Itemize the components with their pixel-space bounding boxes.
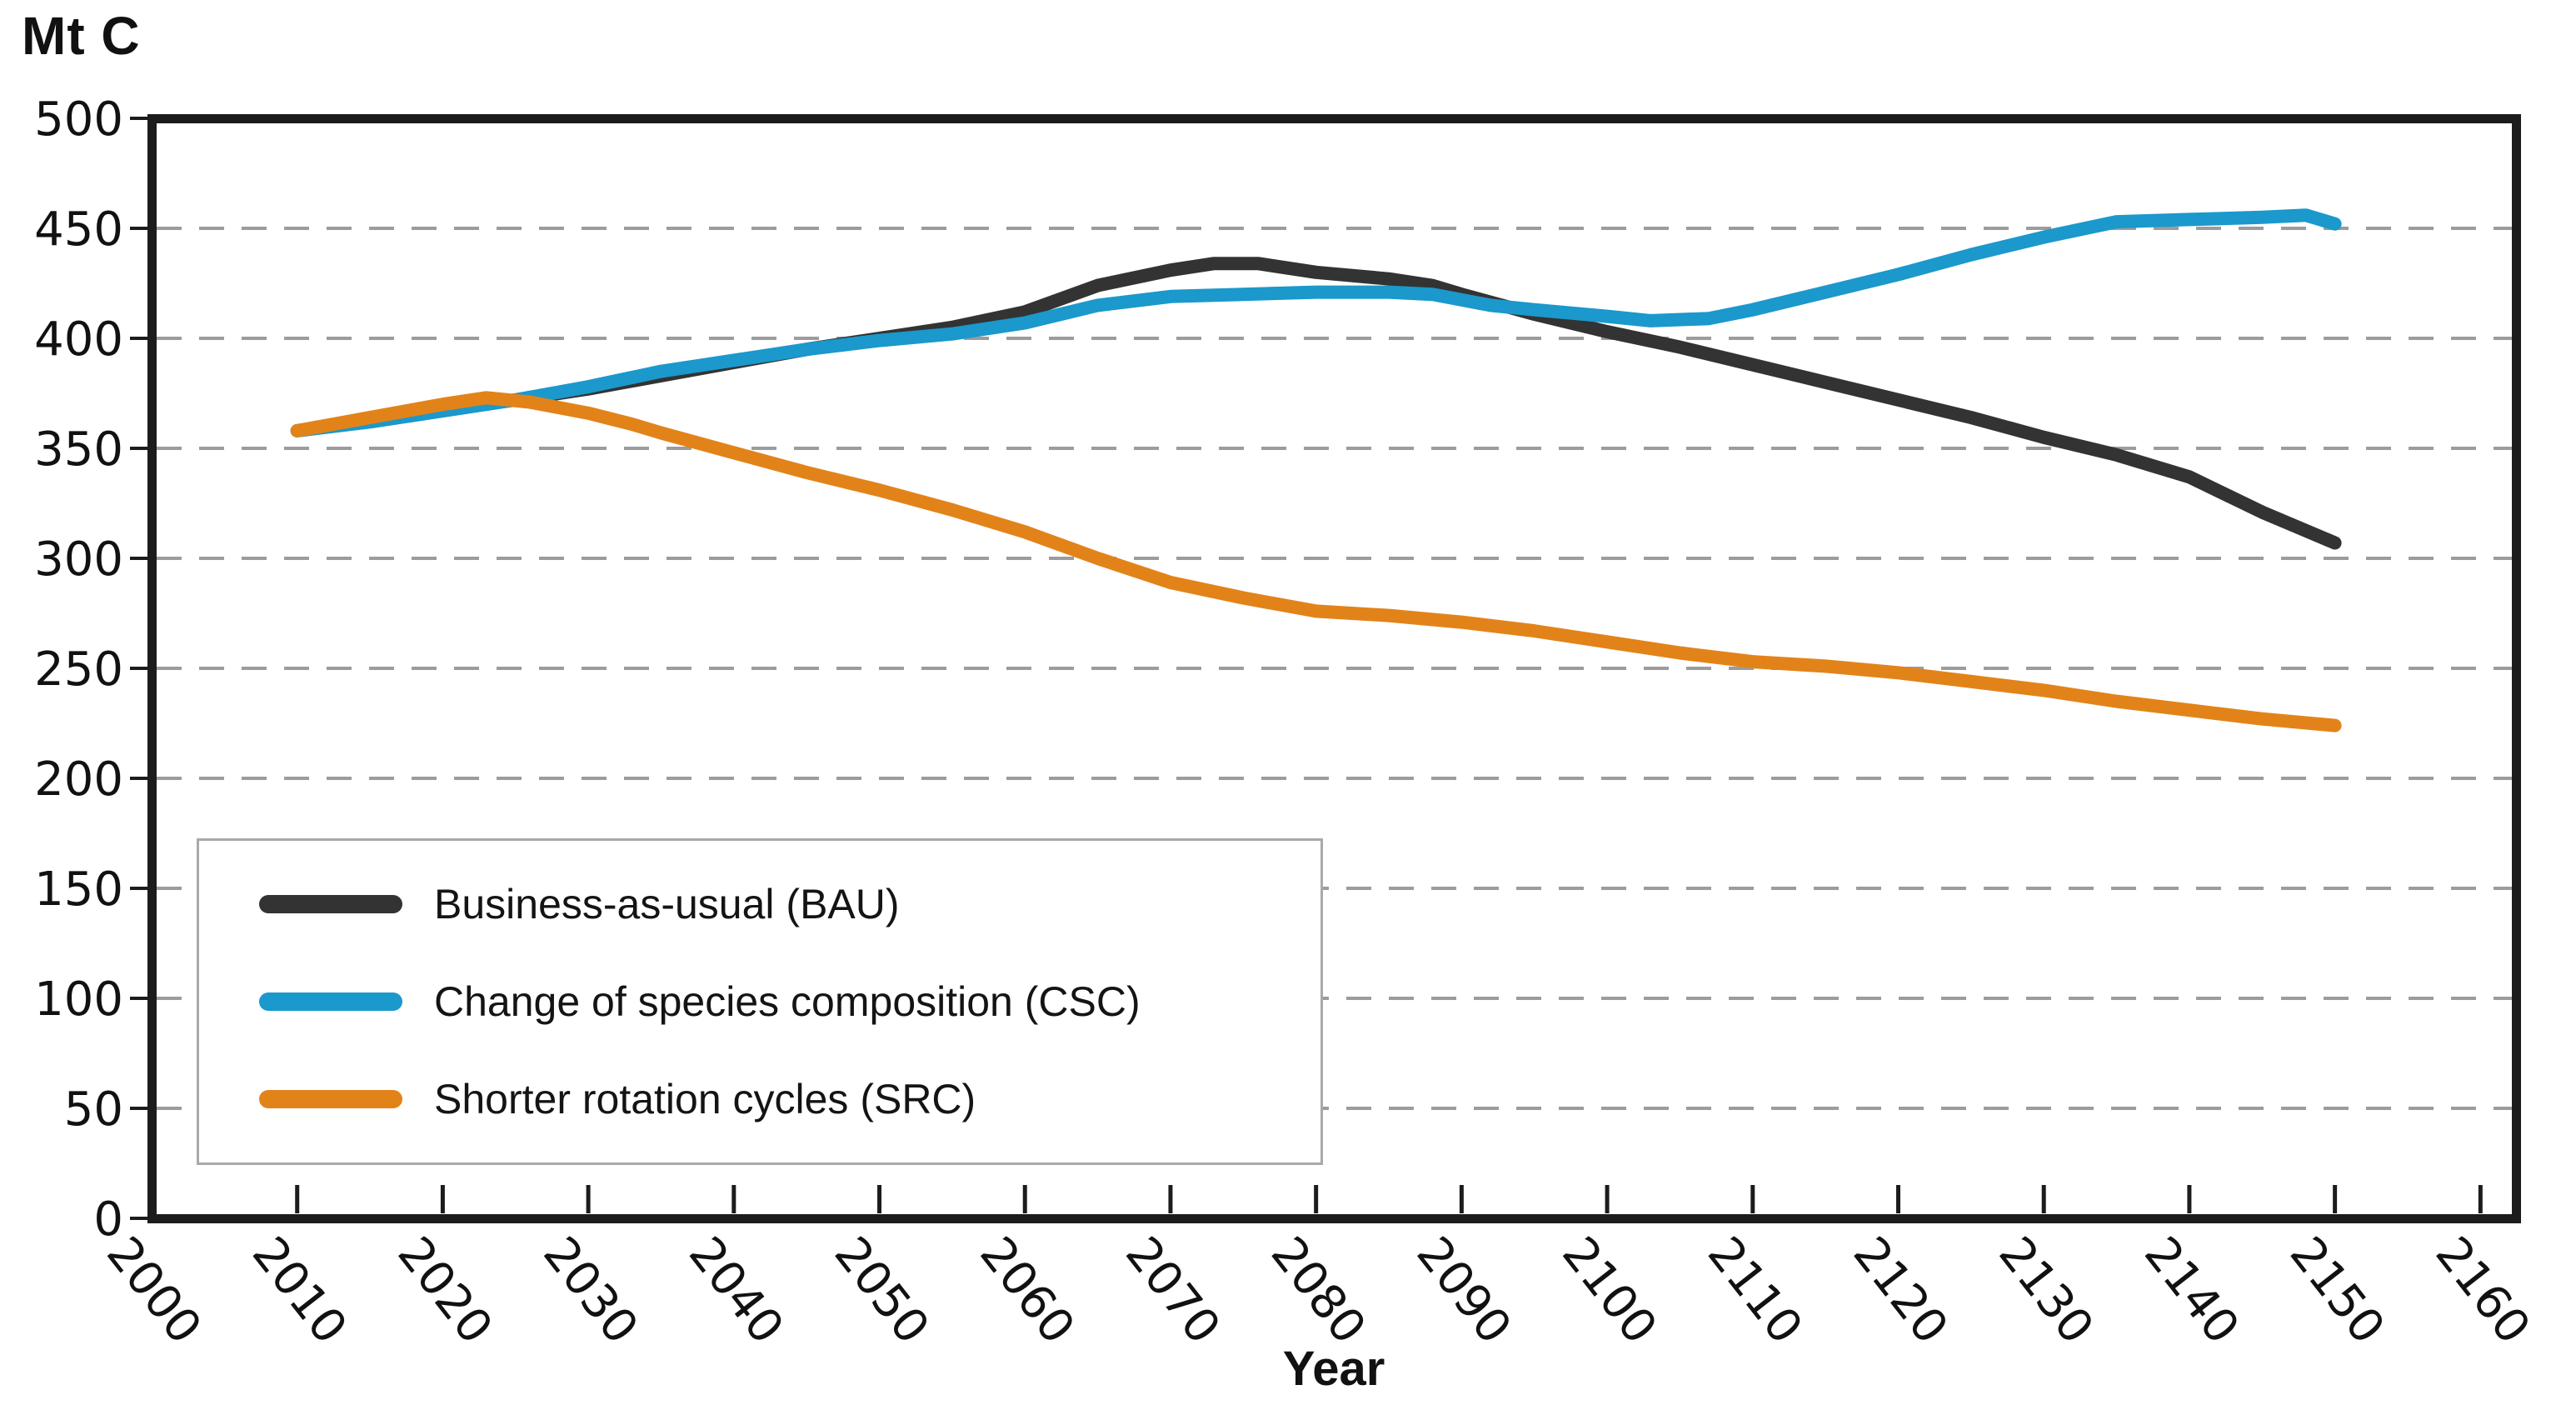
legend-item-bau: Business-as-usual (BAU) xyxy=(199,880,1320,928)
x-axis-title: Year xyxy=(1283,1342,1385,1396)
legend-swatch-bau xyxy=(259,895,402,914)
series-line-bau xyxy=(290,257,2342,550)
x-tick-label: 2060 xyxy=(969,1227,1085,1353)
y-axis-unit-label: Mt C xyxy=(22,6,141,66)
legend-label-bau: Business-as-usual (BAU) xyxy=(434,881,900,928)
y-tick-label: 500 xyxy=(34,92,123,147)
y-tick-label: 50 xyxy=(64,1082,123,1137)
legend-label-src: Shorter rotation cycles (SRC) xyxy=(434,1075,976,1122)
series-layer xyxy=(290,208,2342,732)
plot-border xyxy=(147,114,2521,1223)
y-tick-label: 400 xyxy=(34,312,123,367)
x-tick-label: 2070 xyxy=(1115,1227,1231,1353)
y-tick-label: 200 xyxy=(34,752,123,807)
legend-item-csc: Change of species composition (CSC) xyxy=(199,978,1320,1026)
legend-label-csc: Change of species composition (CSC) xyxy=(434,978,1141,1025)
x-tick-label: 2010 xyxy=(242,1227,357,1353)
x-tick-label: 2030 xyxy=(532,1227,648,1353)
x-tick-label: 2140 xyxy=(2134,1227,2249,1353)
x-tick-label: 2050 xyxy=(824,1227,940,1353)
y-tick-label: 0 xyxy=(93,1192,123,1247)
legend-item-src: Shorter rotation cycles (SRC) xyxy=(199,1075,1320,1123)
y-tick-label: 250 xyxy=(34,642,123,697)
series-line-src xyxy=(290,391,2342,732)
y-tick-label: 100 xyxy=(34,972,123,1027)
x-tick-label: 2130 xyxy=(1988,1227,2104,1353)
x-tick-label: 2110 xyxy=(1697,1227,1813,1353)
x-tick-label: 2040 xyxy=(678,1227,794,1353)
x-tick-label: 2120 xyxy=(1843,1227,1959,1353)
x-tick-label: 2080 xyxy=(1261,1227,1376,1353)
x-tick-label: 2000 xyxy=(96,1227,212,1353)
legend-swatch-src xyxy=(259,1089,402,1108)
x-tick-label: 2090 xyxy=(1405,1227,1521,1353)
x-tick-label: 2160 xyxy=(2424,1227,2540,1353)
series-line-csc xyxy=(290,208,2342,438)
x-tick-label: 2150 xyxy=(2279,1227,2395,1353)
x-tick-label: 2100 xyxy=(1551,1227,1667,1353)
legend-swatch-csc xyxy=(259,992,402,1011)
legend: Business-as-usual (BAU) Change of species… xyxy=(197,838,1323,1165)
y-tick-label: 450 xyxy=(34,202,123,257)
x-tick-label: 2020 xyxy=(387,1227,503,1353)
y-tick-label: 350 xyxy=(34,422,123,477)
y-tick-label: 300 xyxy=(34,532,123,587)
y-tick-label: 150 xyxy=(34,862,123,917)
